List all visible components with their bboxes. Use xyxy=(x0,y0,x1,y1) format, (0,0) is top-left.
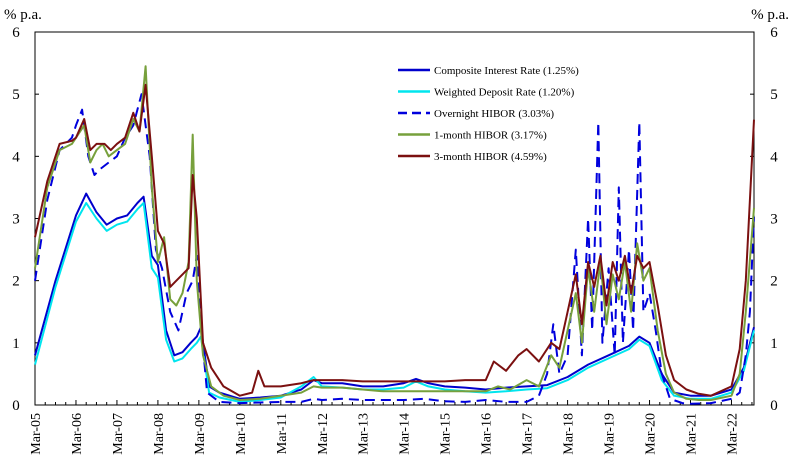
x-tick-label: Mar-09 xyxy=(193,413,208,455)
series-line-1 xyxy=(34,192,755,400)
x-tick-label: Mar-19 xyxy=(603,413,618,455)
series-lines xyxy=(34,65,755,405)
y-tick-label-right: 1 xyxy=(770,336,778,352)
y-tick-label-left: 2 xyxy=(12,274,20,290)
y-tick-label-left: 6 xyxy=(12,25,20,41)
legend-label-4: 1-month HIBOR (3.17%) xyxy=(434,130,547,142)
x-tick-label: Mar-13 xyxy=(357,413,372,455)
x-tick-label: Mar-05 xyxy=(29,413,44,455)
series-line-5 xyxy=(34,83,755,397)
x-tick-label: Mar-16 xyxy=(480,413,495,455)
x-tick-label: Mar-11 xyxy=(275,413,290,454)
y-tick-label-right: 3 xyxy=(770,212,778,228)
legend-label-5: 3-month HIBOR (4.59%) xyxy=(434,151,547,163)
y-tick-label-right: 6 xyxy=(770,25,778,41)
y-tick-label-right: 4 xyxy=(770,149,778,165)
x-tick-label: Mar-20 xyxy=(644,413,659,455)
x-tick-label: Mar-22 xyxy=(725,413,740,455)
y-tick-label-left: 3 xyxy=(12,212,20,228)
x-tick-label: Mar-21 xyxy=(684,413,699,455)
x-tick-label: Mar-07 xyxy=(111,413,126,455)
x-tick-label: Mar-12 xyxy=(316,413,331,455)
x-tick-label: Mar-18 xyxy=(562,413,577,455)
y-tick-label-right: 2 xyxy=(770,274,778,290)
x-tick-label: Mar-14 xyxy=(398,413,413,455)
y-tick-label-left: 0 xyxy=(12,398,20,414)
x-tick-label: Mar-10 xyxy=(234,413,249,455)
x-tick-label: Mar-15 xyxy=(439,413,454,455)
y-tick-label-left: 4 xyxy=(12,149,20,165)
series-line-3 xyxy=(34,93,755,405)
x-tick-label: Mar-17 xyxy=(521,413,536,455)
legend-label-2: Weighted Deposit Rate (1.20%) xyxy=(434,87,575,99)
legend: Composite Interest Rate (1.25%) Weighted … xyxy=(398,65,579,163)
y-tick-label-right: 0 xyxy=(770,398,778,414)
y-tick-label-left: 1 xyxy=(12,336,20,352)
legend-label-3: Overnight HIBOR (3.03%) xyxy=(434,108,554,120)
series-line-2 xyxy=(34,202,755,403)
y-tick-label-left: 5 xyxy=(12,87,20,103)
x-tick-label: Mar-08 xyxy=(152,413,167,455)
right-axis-unit-label: % p.a. xyxy=(751,7,789,23)
y-tick-label-right: 5 xyxy=(770,87,778,103)
series-line-4 xyxy=(34,65,755,401)
legend-label-1: Composite Interest Rate (1.25%) xyxy=(434,65,579,77)
axis-ticks: 0 0 1 1 2 2 3 3 4 4 5 5 6 6 Mar-05 Mar-06 Mar-07 Mar-08 Ma… xyxy=(12,25,778,455)
x-tick-label: Mar-06 xyxy=(70,413,85,455)
left-axis-unit-label: % p.a. xyxy=(4,7,42,23)
